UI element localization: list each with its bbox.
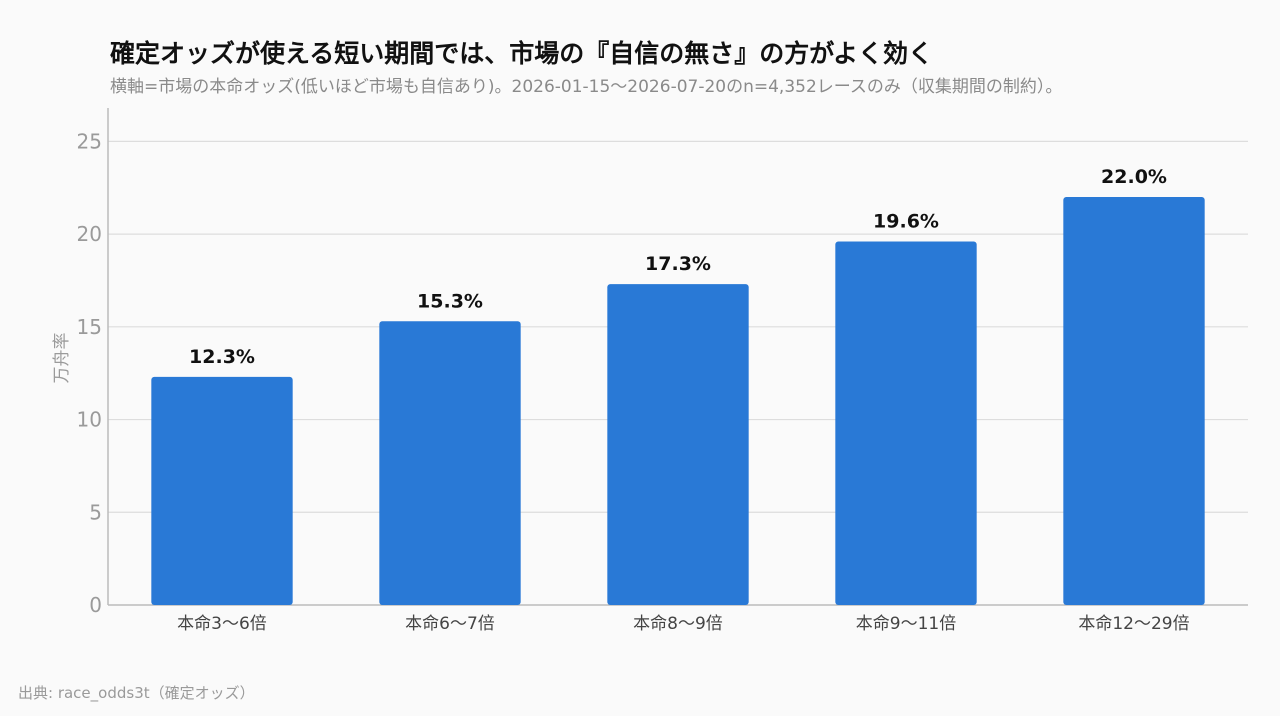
y-tick-label: 10 [77, 408, 102, 432]
y-tick-label: 15 [77, 315, 102, 339]
y-tick-label: 5 [89, 500, 102, 524]
bar [1063, 197, 1205, 605]
data-label: 19.6% [873, 211, 939, 233]
x-tick-label: 本命6〜7倍 [405, 614, 495, 634]
bar [835, 241, 977, 605]
chart-title: 確定オッズが使える短い期間では、市場の『自信の無さ』の方がよく効く [110, 39, 934, 68]
x-tick-label: 本命3〜6倍 [177, 614, 267, 634]
x-tick-label: 本命8〜9倍 [633, 614, 723, 634]
data-label: 15.3% [417, 290, 483, 312]
data-label: 12.3% [189, 346, 255, 368]
y-axis-label: 万舟率 [52, 333, 72, 384]
bar [607, 284, 749, 605]
bars [151, 197, 1205, 605]
data-label: 17.3% [645, 253, 711, 275]
x-tick-label: 本命9〜11倍 [856, 614, 956, 634]
source-note: 出典: race_odds3t（確定オッズ） [18, 684, 255, 702]
y-tick-label: 20 [77, 222, 102, 246]
bar [151, 376, 293, 605]
data-label: 22.0% [1101, 166, 1167, 188]
labels: 0 5 10 15 20 25 12.3% 本命3〜6倍 15.3% 本命6〜7倍 17.3% 本命8… [77, 129, 1190, 634]
x-tick-label: 本命12〜29倍 [1078, 614, 1189, 634]
y-tick-label: 0 [89, 593, 102, 617]
y-tick-label: 25 [77, 129, 102, 153]
chart-subtitle: 横軸=市場の本命オッズ(低いほど市場も自信あり)。2026-01-15〜2026… [110, 77, 1063, 97]
bar [379, 321, 521, 605]
